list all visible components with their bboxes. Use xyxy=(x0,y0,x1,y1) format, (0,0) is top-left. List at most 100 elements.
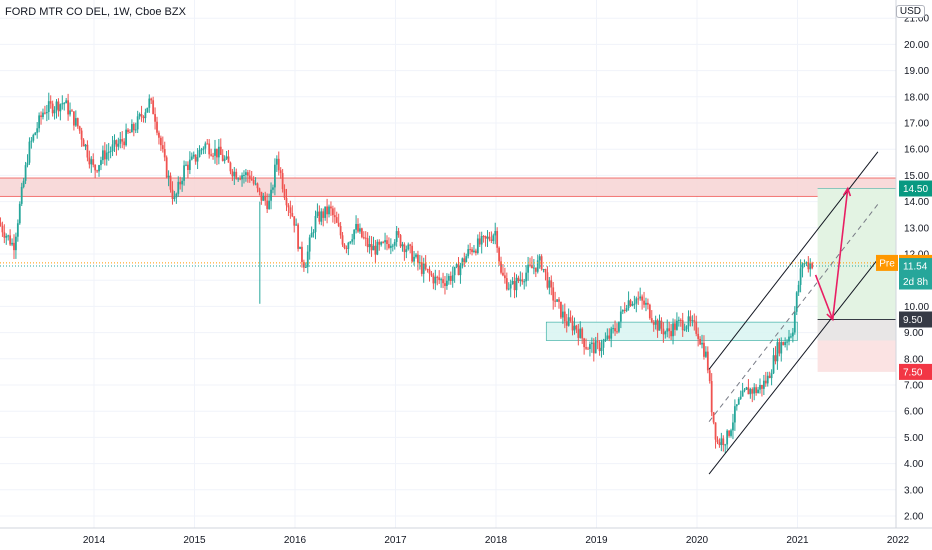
candle-body xyxy=(101,150,104,161)
candle-body xyxy=(476,238,479,253)
candle-body xyxy=(737,398,740,405)
candle-body xyxy=(353,229,356,240)
candle-body xyxy=(384,240,386,243)
candle-body xyxy=(339,226,342,236)
price-axis-tick: 13.00 xyxy=(904,223,929,234)
candle-body xyxy=(672,323,674,337)
candle-body xyxy=(531,265,533,269)
projection-arrow-1 xyxy=(814,274,834,320)
candle-body xyxy=(36,128,39,133)
candle-body xyxy=(285,197,288,206)
candle-body xyxy=(28,141,31,163)
candle-body xyxy=(467,249,470,257)
candle-body xyxy=(370,244,373,251)
candle-body xyxy=(788,336,790,342)
candle-body xyxy=(579,328,582,338)
candle-body xyxy=(103,150,106,160)
time-axis-tick: 2019 xyxy=(585,535,608,546)
candle-body xyxy=(92,159,95,165)
candle-body xyxy=(119,139,122,144)
price-tag-label: 11.54 xyxy=(903,262,928,273)
candle-body xyxy=(177,181,180,194)
candle-body xyxy=(208,143,211,155)
time-axis-tick: 2021 xyxy=(786,535,809,546)
price-tag-bg xyxy=(899,363,932,380)
candle-body xyxy=(714,422,717,440)
candle-body xyxy=(322,211,325,218)
candle-body xyxy=(488,236,491,240)
candle-body xyxy=(185,164,187,166)
candle-body xyxy=(148,98,151,108)
price-axis-tick: 3.00 xyxy=(904,485,924,496)
candle-body xyxy=(438,277,441,281)
candle-body xyxy=(245,172,247,175)
candle-body xyxy=(515,277,518,291)
candle-body xyxy=(169,175,172,190)
candle-body xyxy=(275,158,278,165)
candle-body xyxy=(403,244,406,253)
candle-body xyxy=(38,115,41,129)
candle-body xyxy=(57,101,60,112)
candle-body xyxy=(274,164,276,188)
candle-body xyxy=(229,162,232,172)
candle-body xyxy=(606,335,609,340)
candle-body xyxy=(136,116,139,130)
candle-body xyxy=(697,333,700,339)
candle-body xyxy=(496,231,499,248)
candle-body xyxy=(388,244,390,248)
candle-body xyxy=(67,100,70,115)
candle-body xyxy=(722,438,725,446)
candle-body xyxy=(648,304,651,319)
candle-body xyxy=(331,208,334,216)
candle-body xyxy=(610,328,613,339)
candle-body xyxy=(453,267,456,276)
candle-body xyxy=(503,275,506,279)
candle-body xyxy=(154,114,156,122)
candle-body xyxy=(461,258,464,266)
candle-body xyxy=(755,387,758,394)
candle-body xyxy=(326,206,328,215)
candle-body xyxy=(509,284,512,289)
candle-body xyxy=(333,215,336,218)
candle-body xyxy=(129,132,131,134)
candle-body xyxy=(188,159,191,170)
candle-body xyxy=(621,309,624,312)
candle-body xyxy=(355,223,357,230)
candle-body xyxy=(150,98,153,101)
currency-label[interactable]: USD xyxy=(895,5,925,18)
candle-body xyxy=(187,164,189,170)
candle-body xyxy=(554,300,557,302)
price-tag-bg xyxy=(899,311,932,328)
candle-body xyxy=(674,323,676,330)
candle-body xyxy=(430,273,433,276)
candle-body xyxy=(571,320,574,331)
candle-body xyxy=(109,151,112,153)
candle-body xyxy=(660,320,663,329)
candle-body xyxy=(179,181,182,185)
candle-body xyxy=(614,328,616,332)
candle-body xyxy=(330,206,332,209)
candle-body xyxy=(532,267,535,269)
candle-body xyxy=(30,140,33,142)
candle-body xyxy=(594,341,597,354)
candle-body xyxy=(173,197,176,199)
candle-body xyxy=(88,157,91,165)
candle-body xyxy=(484,236,487,239)
candle-body xyxy=(73,111,75,126)
candle-body xyxy=(687,316,690,327)
candle-body xyxy=(198,150,201,158)
candle-body xyxy=(469,249,472,251)
candle-body xyxy=(239,178,242,180)
price-tag-label: 9.50 xyxy=(903,315,923,326)
candle-body xyxy=(790,336,792,338)
candle-body xyxy=(1,225,4,233)
price-axis-tick: 18.00 xyxy=(904,92,929,103)
candle-body xyxy=(405,249,408,253)
candle-body xyxy=(364,237,367,239)
candle-body xyxy=(63,103,66,105)
candle-body xyxy=(281,173,284,190)
candle-body xyxy=(730,430,732,436)
candle-body xyxy=(540,256,543,270)
candle-body xyxy=(254,183,257,185)
